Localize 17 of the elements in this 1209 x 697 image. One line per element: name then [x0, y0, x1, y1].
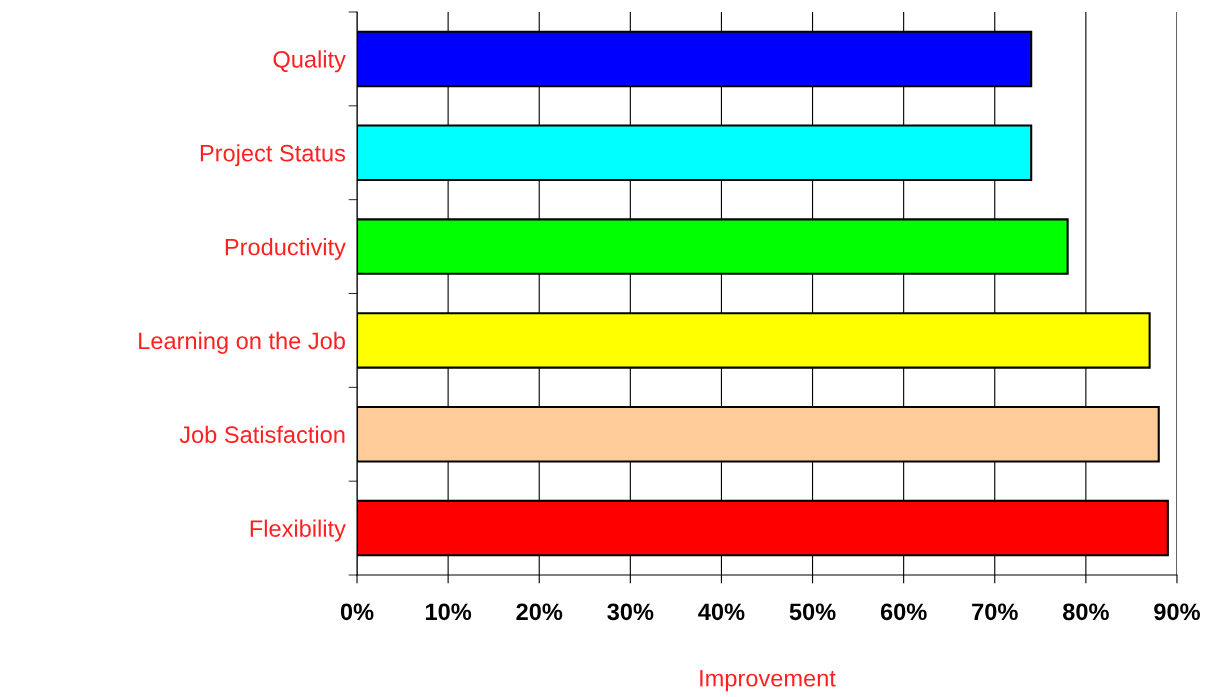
x-tick-label: 40%: [698, 603, 745, 621]
y-tick-label: Job Satisfaction: [179, 425, 345, 444]
x-tick-label: 90%: [1154, 603, 1200, 621]
x-tick-label: 20%: [516, 603, 563, 621]
x-axis-title: Improvement: [700, 670, 836, 692]
x-tick-label: 80%: [1062, 603, 1109, 621]
x-tick-label: 60%: [880, 603, 927, 621]
y-tick-label: Flexibility: [250, 519, 346, 542]
y-tick-label: Project Status: [200, 144, 346, 167]
x-tick-label: 70%: [972, 603, 1018, 621]
x-tick-label: 0%: [340, 603, 374, 621]
x-tick-label: 50%: [789, 603, 836, 621]
x-tick-label: 30%: [607, 603, 654, 621]
y-tick-label: Learning on the Job: [139, 331, 345, 354]
y-tick-label: Productivity: [225, 238, 346, 261]
y-tick-label: Quality: [273, 50, 346, 73]
x-tick-label: 10%: [425, 603, 472, 621]
